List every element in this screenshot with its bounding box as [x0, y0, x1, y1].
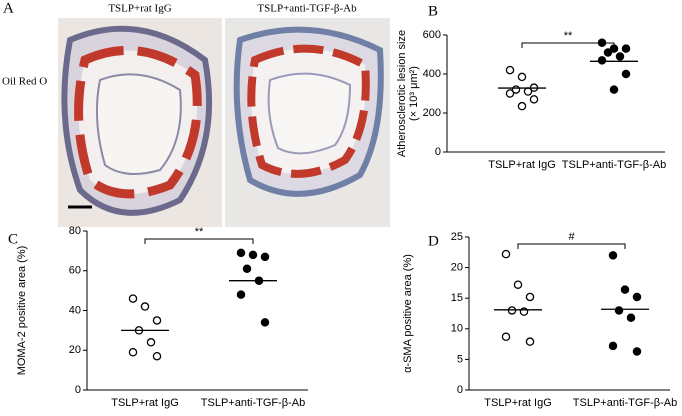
y-tick-label: 5	[457, 353, 463, 365]
y-tick-label: 60	[69, 265, 81, 277]
data-point	[152, 351, 162, 361]
y-tick-label: 600	[423, 29, 441, 41]
data-point	[525, 292, 535, 302]
x-tick-label: TSLP+rat IgG	[484, 397, 552, 409]
data-point	[152, 316, 162, 325]
panel-letter: D	[428, 233, 439, 249]
histology-images	[58, 18, 390, 227]
data-point	[501, 332, 511, 342]
y-axis-label: MOMA-2 positive area (%)	[16, 246, 28, 376]
y-tick-label: 0	[435, 146, 441, 158]
data-point	[501, 249, 511, 259]
data-point	[513, 280, 523, 289]
image-label: TSLP+anti-TGF-β-Ab	[257, 3, 357, 15]
stain-label: Oil Red O	[2, 76, 47, 88]
x-tick-label: TSLP+anti-TGF-β-Ab	[573, 397, 677, 409]
y-tick-label: 20	[451, 262, 463, 274]
panel-letter: A	[3, 0, 14, 16]
data-point	[236, 248, 246, 258]
data-point	[260, 252, 270, 262]
data-point	[523, 87, 533, 96]
data-point	[260, 318, 270, 327]
data-point	[621, 44, 631, 53]
y-tick-label: 10	[451, 323, 463, 335]
y-tick-label: 0	[75, 384, 81, 396]
y-tick-label: 200	[423, 107, 441, 119]
y-tick-label: 400	[423, 68, 441, 80]
data-point	[608, 341, 618, 351]
y-tick-label: 15	[451, 292, 463, 304]
panel-letter: B	[428, 3, 438, 19]
y-tick-label: 0	[457, 384, 463, 396]
y-axis-label: α-SMA positive area (%)	[402, 254, 414, 373]
data-point	[603, 48, 613, 57]
data-point	[505, 65, 515, 75]
data-point	[248, 250, 258, 260]
y-axis-label: Atherosclerotic lesion size	[396, 30, 408, 157]
data-point	[517, 72, 527, 82]
data-point	[626, 313, 636, 323]
data-point	[242, 264, 252, 274]
data-point	[608, 251, 618, 260]
data-point	[615, 52, 625, 61]
significance-label: **	[195, 226, 204, 238]
data-point	[621, 69, 631, 79]
y-tick-label: 20	[69, 344, 81, 356]
y-tick-label: 25	[451, 231, 463, 243]
significance-label: **	[564, 30, 573, 42]
data-point	[609, 85, 619, 94]
data-point	[140, 302, 150, 311]
data-point	[620, 285, 630, 294]
panel-letter: C	[8, 231, 18, 247]
data-point	[146, 338, 156, 347]
y-tick-label: 40	[69, 304, 81, 316]
significance-bracket	[517, 243, 626, 249]
data-point	[505, 89, 515, 98]
data-point	[519, 307, 529, 316]
x-tick-label: TSLP+anti-TGF-β-Ab	[562, 159, 666, 171]
data-point	[597, 56, 607, 65]
data-point	[632, 347, 642, 356]
x-tick-label: TSLP+rat IgG	[111, 397, 179, 409]
y-tick-label: 80	[69, 225, 81, 237]
image-label: TSLP+rat IgG	[108, 3, 171, 15]
x-tick-label: TSLP+anti-TGF-β-Ab	[201, 397, 305, 409]
data-point	[529, 95, 539, 104]
data-point	[525, 337, 535, 346]
data-point	[614, 306, 624, 315]
data-point	[128, 294, 138, 303]
significance-bracket	[144, 238, 254, 244]
data-point	[128, 347, 138, 357]
y-axis-units: (× 10³ μm²)	[408, 66, 420, 121]
significance-bracket	[521, 42, 615, 48]
data-point	[236, 290, 246, 299]
x-tick-label: TSLP+rat IgG	[488, 159, 556, 171]
data-point	[632, 292, 642, 302]
data-point	[517, 101, 527, 111]
significance-label: #	[568, 231, 575, 243]
